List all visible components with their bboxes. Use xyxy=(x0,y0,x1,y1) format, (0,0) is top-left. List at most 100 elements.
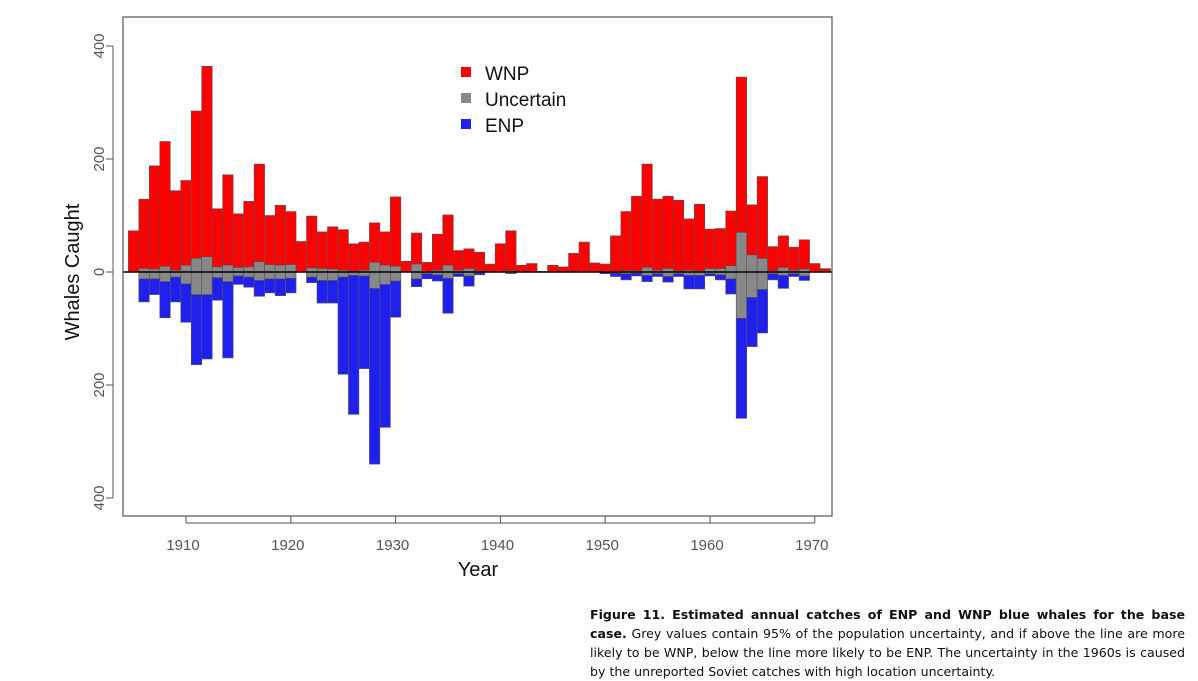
bar-enp-1928 xyxy=(369,288,381,465)
bar-enp-1918 xyxy=(264,278,276,294)
bar-uncertain-above-1908 xyxy=(159,266,171,273)
bar-enp-1922 xyxy=(306,276,318,284)
bar-wnp-1931 xyxy=(400,260,412,273)
bar-enp-1912 xyxy=(201,294,213,360)
bar-wnp-1951 xyxy=(610,235,622,273)
bars-layer xyxy=(128,66,831,465)
bar-wnp-1928 xyxy=(369,222,381,263)
bar-wnp-1939 xyxy=(484,263,496,273)
bar-wnp-1930 xyxy=(390,196,402,267)
bar-wnp-1940 xyxy=(494,243,506,273)
bar-wnp-1921 xyxy=(295,241,307,273)
bar-wnp-1920 xyxy=(285,211,297,265)
bar-wnp-1959 xyxy=(693,203,706,272)
bar-uncertain-above-1963 xyxy=(735,232,747,273)
caption-text: Grey values contain 95% of the populatio… xyxy=(590,626,1185,679)
bar-wnp-1942 xyxy=(515,264,527,273)
x-tick-label: 1950 xyxy=(586,537,619,554)
bar-uncertain-above-1935 xyxy=(442,264,454,273)
bar-uncertain-above-1920 xyxy=(285,264,297,273)
bar-uncertain-below-1911 xyxy=(190,271,203,295)
bar-uncertain-below-1930 xyxy=(390,271,402,282)
bar-enp-1956 xyxy=(662,276,674,283)
bar-uncertain-above-1919 xyxy=(274,264,286,273)
y-axis: 400 200 0 200 400 xyxy=(91,33,114,511)
bar-uncertain-below-1912 xyxy=(201,271,213,295)
bar-wnp-1919 xyxy=(274,205,286,266)
bar-uncertain-below-1906 xyxy=(138,271,150,280)
bar-enp-1969 xyxy=(798,275,810,281)
bar-wnp-1968 xyxy=(788,246,800,271)
bar-enp-1960 xyxy=(704,273,716,277)
bar-uncertain-below-1963 xyxy=(735,271,747,319)
bar-uncertain-above-1965 xyxy=(756,258,768,273)
bar-wnp-1914 xyxy=(222,174,234,266)
bar-wnp-1910 xyxy=(180,180,192,266)
bar-enp-1936 xyxy=(452,273,465,277)
bar-uncertain-below-1918 xyxy=(264,271,276,280)
bar-enp-1930 xyxy=(390,280,402,318)
bar-wnp-1912 xyxy=(201,66,213,258)
bar-wnp-1913 xyxy=(211,208,223,268)
bar-wnp-1927 xyxy=(358,241,370,271)
bar-wnp-1967 xyxy=(777,235,789,268)
bar-wnp-1957 xyxy=(673,199,685,272)
bar-enp-1925 xyxy=(337,276,349,375)
bar-enp-1916 xyxy=(243,276,255,288)
bar-wnp-1943 xyxy=(526,263,538,273)
bar-enp-1913 xyxy=(211,277,223,301)
bar-uncertain-below-1914 xyxy=(222,271,234,282)
legend-label-wnp: WNP xyxy=(485,64,529,85)
bar-enp-1911 xyxy=(190,294,203,365)
bar-uncertain-above-1930 xyxy=(390,266,402,273)
x-tick-label: 1960 xyxy=(690,537,723,554)
bar-wnp-1932 xyxy=(411,232,423,265)
bar-wnp-1917 xyxy=(253,163,265,263)
bar-uncertain-above-1912 xyxy=(201,256,213,273)
legend: WNP Uncertain ENP xyxy=(461,64,566,137)
bar-uncertain-below-1965 xyxy=(756,271,768,290)
x-tick-label: 1970 xyxy=(795,537,828,554)
bar-wnp-1954 xyxy=(641,163,653,268)
y-tick-label: 200 xyxy=(91,372,108,397)
bar-wnp-1952 xyxy=(620,211,632,272)
bar-uncertain-above-1962 xyxy=(725,265,737,273)
bar-wnp-1965 xyxy=(756,176,768,259)
bar-wnp-1934 xyxy=(431,233,444,271)
bar-enp-1910 xyxy=(180,283,192,323)
bar-uncertain-above-1914 xyxy=(222,264,234,273)
legend-swatch-uncertain xyxy=(461,93,471,103)
bar-uncertain-below-1917 xyxy=(253,271,265,281)
bar-uncertain-below-1928 xyxy=(369,271,381,289)
bar-wnp-1909 xyxy=(169,190,182,271)
bar-enp-1958 xyxy=(683,275,695,290)
bar-uncertain-above-1910 xyxy=(180,264,192,273)
bar-wnp-1966 xyxy=(767,246,779,272)
bar-enp-1962 xyxy=(725,278,737,295)
bar-uncertain-above-1964 xyxy=(746,254,758,273)
bar-wnp-1907 xyxy=(149,165,161,270)
bar-enp-1907 xyxy=(149,278,161,295)
plot-frame xyxy=(122,16,833,517)
bar-wnp-1949 xyxy=(589,262,601,273)
bar-wnp-1950 xyxy=(599,263,611,273)
bar-wnp-1945 xyxy=(547,264,559,273)
bar-enp-1906 xyxy=(138,278,150,303)
bar-wnp-1915 xyxy=(232,213,244,268)
bar-uncertain-above-1932 xyxy=(411,263,423,273)
bar-uncertain-above-1929 xyxy=(379,264,391,273)
bar-uncertain-below-1907 xyxy=(149,271,161,280)
bar-uncertain-below-1919 xyxy=(274,271,286,280)
bar-enp-1933 xyxy=(421,273,433,280)
x-tick-label: 1940 xyxy=(481,537,514,554)
bar-enp-1954 xyxy=(641,275,653,282)
bar-wnp-1955 xyxy=(652,198,664,271)
x-tick-label: 1930 xyxy=(376,537,409,554)
bar-wnp-1905 xyxy=(128,230,140,273)
x-axis-label: Year xyxy=(458,559,499,581)
bar-uncertain-below-1962 xyxy=(725,271,737,280)
bar-enp-1929 xyxy=(379,284,391,428)
bar-uncertain-below-1924 xyxy=(327,271,339,281)
bar-wnp-1936 xyxy=(452,250,465,271)
